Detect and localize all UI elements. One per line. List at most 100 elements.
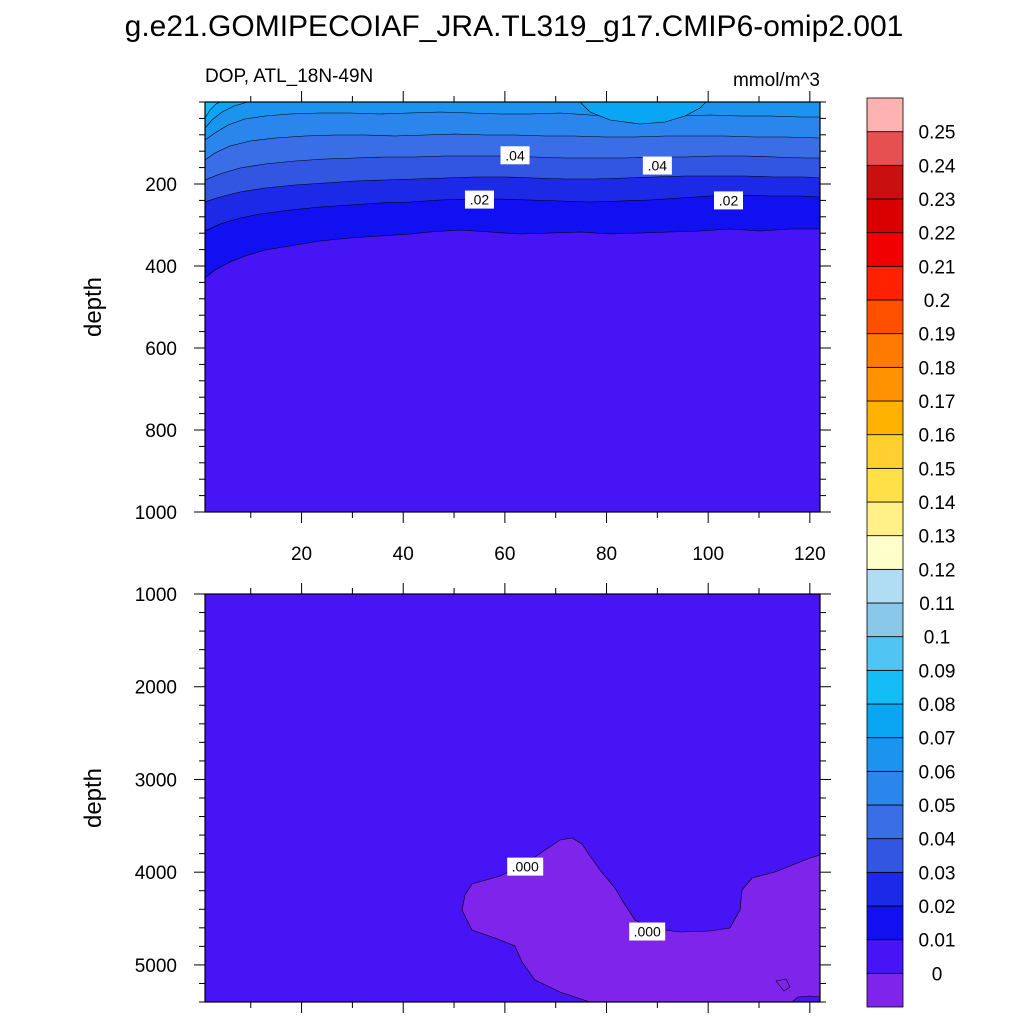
colorbar-box	[866, 333, 904, 368]
y-tick-label: 400	[145, 257, 177, 278]
x-tick-label: 120	[794, 544, 826, 565]
colorbar-box	[866, 972, 904, 1008]
colorbar-label: 0	[932, 964, 943, 985]
colorbar-label: 0.12	[919, 560, 956, 581]
colorbar-box	[866, 434, 904, 469]
y-tick-label: 800	[145, 421, 177, 442]
contour-label-text: .04	[648, 158, 668, 174]
contour-label-text: .000	[634, 924, 661, 940]
colorbar-label: 0.21	[919, 257, 956, 278]
colorbar-box	[866, 467, 904, 503]
colorbar-box	[866, 770, 904, 806]
colorbar-label: 0.05	[919, 796, 956, 817]
colorbar-label: 0.22	[919, 224, 956, 245]
colorbar-label: 0.19	[919, 325, 956, 346]
lower-contour-labels: .000 .000	[507, 857, 666, 941]
colorbar-box	[866, 905, 904, 941]
y-tick-label: 5000	[135, 956, 177, 977]
y-tick-label: 600	[145, 339, 177, 360]
colorbar-label: 0.16	[919, 426, 956, 447]
colorbar-label: 0.07	[919, 729, 956, 750]
fill-level-0.09	[205, 102, 221, 119]
colorbar-box	[866, 131, 904, 166]
colorbar-label: 0.03	[919, 863, 956, 884]
y-tick-label: 1000	[135, 585, 177, 606]
colorbar-labels: 0 0.01 0.02 0.03 0.04 0.05 0.06 0.07 0.08 0.09 0.1…	[919, 123, 956, 986]
colorbar-box	[866, 97, 904, 133]
contour-label: .02	[464, 190, 494, 209]
colorbar-label: 0.04	[919, 830, 956, 851]
fill-level-0-spot	[775, 978, 791, 992]
colorbar-box	[866, 737, 904, 772]
upper-x-tick-labels: 20 40 60 80 100 120	[291, 544, 826, 565]
colorbar-label: 0.1	[924, 628, 950, 649]
variable-label: DOP, ATL_18N-49N	[205, 66, 373, 87]
colorbar-box	[866, 602, 904, 638]
upper-tick-marks	[194, 91, 831, 523]
fill-level-0.01-patch	[791, 995, 820, 1002]
colorbar-label: 0.23	[919, 190, 956, 211]
colorbar-box	[866, 232, 904, 267]
colorbar-label: 0.18	[919, 358, 956, 379]
colorbar-box	[866, 299, 904, 335]
contour-label-box	[642, 156, 672, 175]
colorbar-label: 0.09	[919, 661, 956, 682]
contour-label: .04	[500, 146, 530, 165]
colorbar-box	[866, 198, 904, 234]
x-tick-label: 80	[596, 544, 617, 565]
x-tick-label: 100	[692, 544, 724, 565]
colorbar-label: 0.06	[919, 762, 956, 783]
colorbar-label: 0.24	[919, 156, 956, 177]
colorbar-box	[866, 703, 904, 739]
colorbar-label: 0.08	[919, 695, 956, 716]
upper-y-tick-labels: 200 400 600 800 1000	[135, 175, 177, 524]
lower-contour-fills	[205, 594, 820, 1002]
upper-contour-fills	[205, 102, 820, 512]
contour-label-text: .04	[505, 147, 525, 163]
colorbar-label: 0.02	[919, 897, 956, 918]
colorbar-box	[866, 838, 904, 873]
y-tick-label: 1000	[135, 503, 177, 524]
colorbar-label: 0.15	[919, 459, 956, 480]
colorbar-label: 0.25	[919, 123, 956, 144]
colorbar-box	[866, 568, 904, 604]
x-tick-label: 60	[494, 544, 515, 565]
colorbar-box	[866, 535, 904, 570]
units-label: mmol/m^3	[733, 70, 820, 91]
y-tick-label: 200	[145, 175, 177, 196]
contour-label-box	[507, 857, 544, 876]
contour-label-box	[714, 191, 744, 210]
colorbar-box	[866, 400, 904, 436]
lower-panel: 1000 2000 3000 4000 5000 .000 .000 depth	[80, 583, 831, 1013]
colorbar-box	[866, 939, 904, 974]
upper-frame	[204, 101, 821, 513]
fill-level-0.08-east	[579, 102, 707, 125]
upper-y-axis-label: depth	[80, 277, 107, 337]
contour-label: .04	[642, 156, 672, 175]
colorbar-box	[866, 366, 904, 402]
y-tick-label: 2000	[135, 678, 177, 699]
contour-label: .000	[507, 857, 544, 876]
colorbar-box	[866, 636, 904, 671]
fill-level-0-deep	[461, 837, 820, 1002]
colorbar-box	[866, 501, 904, 537]
colorbar-box	[866, 265, 904, 301]
fill-level-0.08	[205, 102, 249, 129]
colorbar-box	[866, 871, 904, 907]
colorbar-label: 0.17	[919, 392, 956, 413]
contour-label-box	[629, 922, 666, 941]
colorbar-box	[866, 804, 904, 840]
colorbar-label: 0.01	[919, 931, 956, 952]
lower-y-axis-label: depth	[80, 768, 107, 828]
colorbar-label: 0.11	[919, 594, 955, 615]
lower-tick-marks	[194, 583, 831, 1013]
contour-label-text: .02	[470, 192, 490, 208]
contour-label-text: .000	[512, 859, 539, 875]
y-tick-label: 3000	[135, 770, 177, 791]
colorbar-label: 0.14	[919, 493, 956, 514]
colorbar	[866, 97, 904, 1008]
lower-y-tick-labels: 1000 2000 3000 4000 5000	[135, 585, 177, 977]
contour-label-box	[500, 146, 530, 165]
chart-title: g.e21.GOMIPECOIAF_JRA.TL319_g17.CMIP6-om…	[125, 10, 904, 43]
